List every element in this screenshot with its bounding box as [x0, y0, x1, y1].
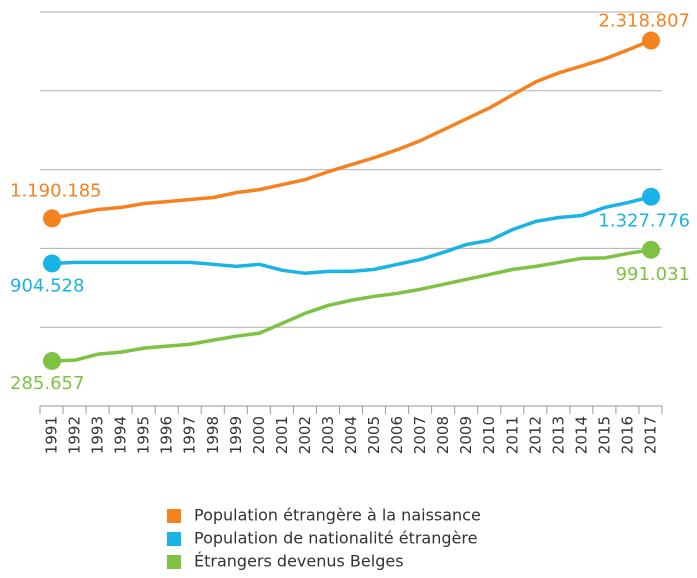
x-tick-label: 1993 — [89, 416, 107, 454]
x-tick-label: 1995 — [135, 416, 153, 454]
legend-swatch — [167, 555, 181, 569]
x-tick-label: 2002 — [296, 416, 314, 454]
series-line — [51, 248, 652, 363]
legend-label: Population de nationalité étrangère — [194, 529, 477, 548]
end-marker — [642, 240, 660, 259]
legend-swatch — [167, 532, 181, 546]
data-label: 904.528 — [10, 275, 84, 296]
legend-label: Population étrangère à la naissance — [194, 506, 481, 525]
end-marker — [43, 209, 61, 228]
data-label: 1.327.776 — [598, 211, 690, 232]
x-tick-label: 1992 — [66, 416, 84, 454]
x-tick-label: 2006 — [388, 416, 406, 454]
x-tick-label: 2012 — [526, 416, 544, 454]
data-label: 1.190.185 — [10, 180, 102, 201]
end-marker — [43, 351, 61, 370]
x-tick-label: 1997 — [181, 416, 199, 454]
x-tick-label: 2009 — [457, 416, 475, 454]
x-tick-label: 2007 — [411, 416, 429, 454]
data-label: 2.318.807 — [598, 11, 690, 32]
x-tick-label: 2015 — [595, 416, 613, 454]
x-tick-label: 2011 — [503, 416, 521, 454]
x-tick-label: 2003 — [319, 416, 337, 454]
x-tick-label: 2013 — [549, 416, 567, 454]
legend-swatch — [167, 509, 181, 523]
x-tick-label: 1991 — [43, 416, 61, 454]
series-line — [51, 38, 652, 221]
end-marker — [642, 31, 660, 50]
end-marker — [642, 187, 660, 206]
x-tick-label: 1996 — [158, 416, 176, 454]
end-marker — [43, 254, 61, 273]
x-tick-label: 2004 — [342, 416, 360, 454]
x-tick-label: 1999 — [227, 416, 245, 454]
x-tick-label: 2017 — [642, 416, 660, 454]
x-tick-label: 2000 — [250, 416, 268, 454]
x-tick-label: 2008 — [434, 416, 452, 454]
x-tick-label: 2016 — [618, 416, 636, 454]
x-tick-label: 2005 — [365, 416, 383, 454]
x-tick-label: 1994 — [112, 416, 130, 454]
legend-label: Étrangers devenus Belges — [194, 552, 404, 571]
data-label: 991.031 — [616, 264, 690, 285]
data-label: 285.657 — [10, 373, 84, 394]
x-tick-label: 2010 — [480, 416, 498, 454]
x-tick-label: 2014 — [572, 416, 590, 454]
series-line — [51, 195, 652, 276]
x-tick-label: 1998 — [204, 416, 222, 454]
x-tick-label: 2001 — [273, 416, 291, 454]
